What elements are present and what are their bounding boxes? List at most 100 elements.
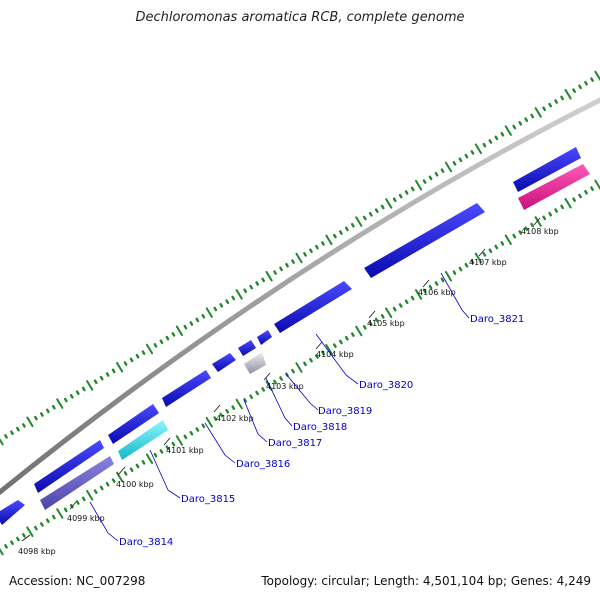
minor-tick: [440, 168, 445, 173]
gene-label[interactable]: Daro_3816: [236, 459, 290, 470]
minor-tick: [231, 295, 236, 301]
minor-tick: [554, 208, 559, 213]
gene-forward-1[interactable]: [0, 500, 25, 525]
minor-tick: [291, 368, 295, 374]
ruler-label: 4102 kbp: [216, 414, 254, 423]
minor-tick: [93, 379, 98, 385]
minor-tick: [524, 117, 529, 122]
gene-reverse-gray[interactable]: [244, 352, 266, 374]
minor-tick: [159, 339, 164, 345]
minor-tick: [183, 324, 188, 330]
minor-tick: [404, 190, 409, 195]
gene-forward-4[interactable]: [162, 370, 211, 407]
major-tick: [175, 435, 184, 446]
gene-forward-2[interactable]: [34, 440, 104, 493]
minor-tick: [255, 390, 260, 396]
minor-tick: [81, 496, 86, 502]
minor-tick: [362, 325, 367, 330]
minor-tick: [368, 212, 373, 217]
gene-forward-8[interactable]: [274, 281, 352, 333]
gene-label[interactable]: Daro_3818: [293, 422, 347, 433]
minor-tick: [153, 452, 158, 458]
minor-tick: [554, 99, 559, 104]
gene-forward-6[interactable]: [238, 340, 256, 356]
minor-tick: [45, 408, 50, 414]
minor-tick: [309, 248, 313, 254]
minor-tick: [494, 244, 499, 250]
ruler-label: 4101 kbp: [166, 446, 204, 455]
minor-tick: [51, 404, 56, 410]
gene-label[interactable]: Daro_3814: [119, 537, 173, 548]
minor-tick: [464, 153, 469, 159]
minor-tick: [572, 197, 576, 202]
minor-tick: [213, 416, 218, 421]
minor-tick: [159, 449, 164, 454]
minor-tick: [189, 321, 194, 326]
ruler-label: 4100 kbp: [116, 480, 154, 489]
minor-tick: [530, 222, 535, 228]
minor-tick: [482, 142, 487, 148]
minor-tick: [315, 244, 319, 250]
major-tick: [444, 161, 453, 173]
minor-tick: [99, 375, 104, 381]
minor-tick: [39, 522, 44, 527]
minor-tick: [590, 77, 594, 82]
minor-tick: [34, 415, 38, 421]
gene-forward-7[interactable]: [257, 330, 272, 345]
gene-forward-5[interactable]: [212, 353, 236, 372]
major-tick: [235, 289, 243, 300]
minor-tick: [309, 357, 313, 363]
ruler-label: 4105 kbp: [367, 319, 405, 328]
minor-tick: [518, 121, 523, 126]
gene-forward-3[interactable]: [108, 404, 159, 444]
inner-tick-track: [0, 179, 600, 556]
minor-tick: [560, 95, 564, 101]
gene-label[interactable]: Daro_3815: [181, 494, 235, 505]
minor-tick: [183, 434, 188, 440]
minor-tick: [392, 197, 397, 203]
minor-tick: [410, 186, 415, 192]
minor-tick: [572, 88, 576, 93]
gene-forward-9[interactable]: [364, 203, 485, 278]
gene-label[interactable]: Daro_3821: [470, 314, 524, 325]
genome-title: Dechloromonas aromatica RCB, complete ge…: [135, 10, 465, 25]
gene-label[interactable]: Daro_3819: [318, 406, 372, 417]
major-tick: [564, 88, 572, 100]
minor-tick: [285, 262, 289, 268]
minor-tick: [315, 354, 319, 359]
gene-reverse-cyan[interactable]: [118, 420, 168, 460]
major-tick: [0, 548, 4, 556]
ruler-label: 4106 kbp: [418, 288, 456, 297]
major-tick: [594, 70, 600, 82]
minor-tick: [303, 252, 307, 257]
minor-tick: [123, 361, 128, 366]
minor-tick: [428, 175, 433, 181]
minor-tick: [362, 215, 367, 221]
gene-label[interactable]: Daro_3817: [268, 438, 322, 449]
minor-tick: [470, 150, 475, 155]
minor-tick: [422, 288, 427, 294]
minor-tick: [10, 540, 14, 546]
minor-tick: [518, 230, 523, 235]
minor-tick: [22, 423, 26, 428]
minor-tick: [279, 266, 283, 272]
ruler-labels: 4098 kbp 4099 kbp 4100 kbp 4101 kbp 4102…: [18, 227, 559, 556]
gene-reverse-violet[interactable]: [40, 456, 114, 510]
major-tick: [444, 270, 453, 282]
minor-tick: [81, 386, 86, 392]
outer-tick-track: [0, 70, 600, 446]
gene-reverse-magenta[interactable]: [518, 164, 590, 210]
minor-tick: [153, 343, 158, 348]
minor-tick: [4, 434, 8, 439]
minor-tick: [111, 478, 116, 483]
minor-tick: [10, 430, 14, 436]
minor-tick: [22, 533, 26, 538]
minor-tick: [452, 270, 457, 275]
minor-tick: [333, 343, 337, 348]
minor-tick: [69, 394, 74, 399]
minor-tick: [16, 426, 20, 432]
gene-label[interactable]: Daro_3820: [359, 380, 413, 391]
gene-forward-10[interactable]: [513, 147, 581, 192]
minor-tick: [428, 284, 433, 290]
